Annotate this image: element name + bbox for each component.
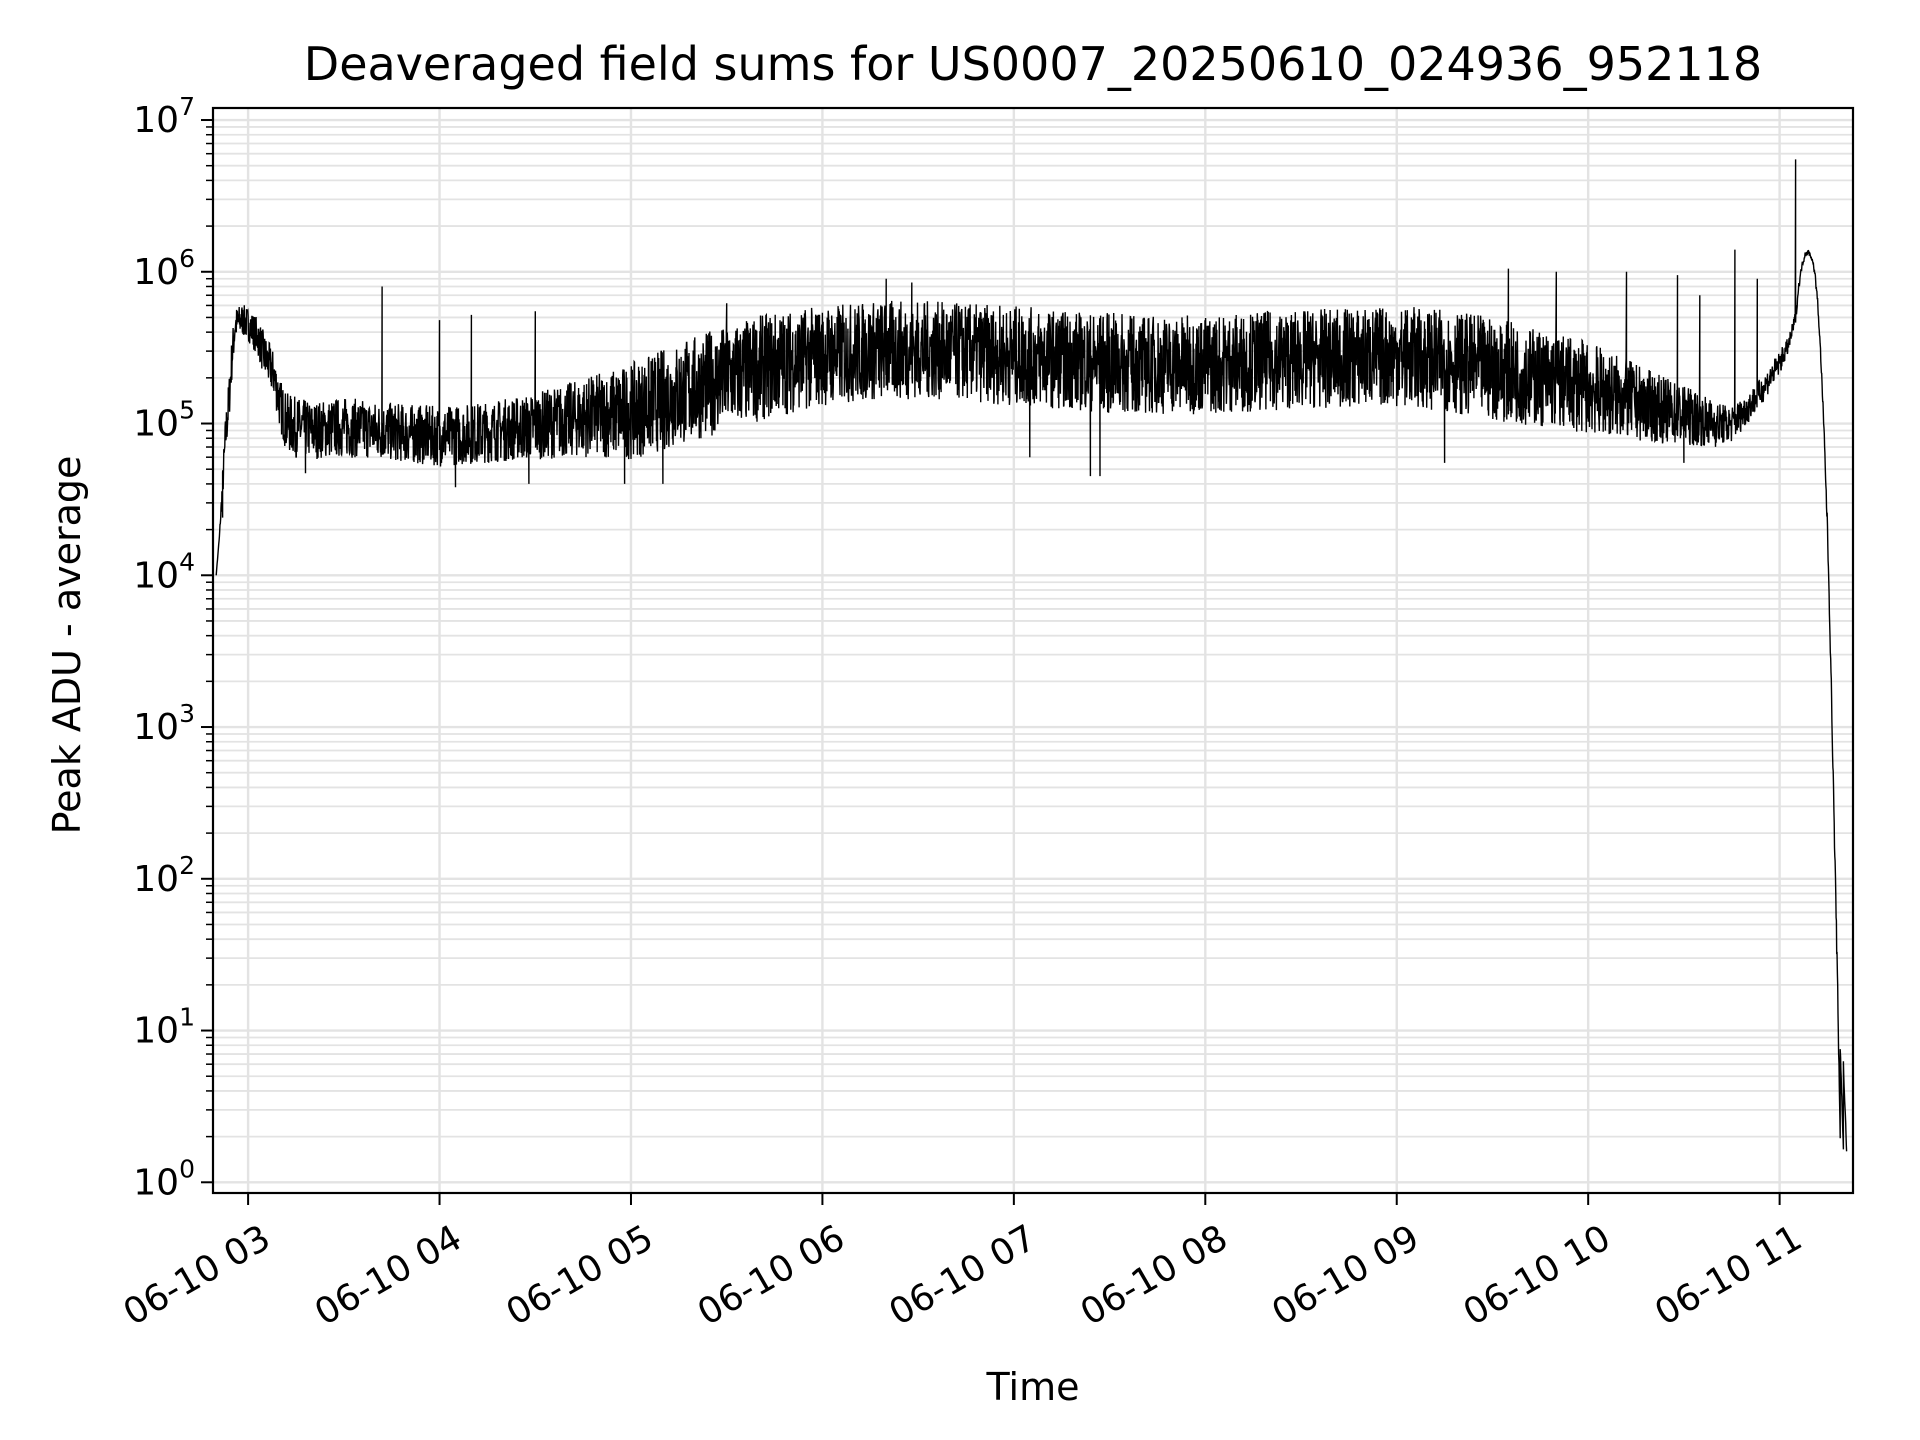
- x-tick-label: 06-10 07: [882, 1217, 1043, 1333]
- x-tick-label: 06-10 10: [1457, 1217, 1618, 1333]
- y-tick-label: 107: [133, 92, 195, 141]
- chart-title: Deaveraged field sums for US0007_2025061…: [304, 37, 1762, 91]
- x-tick-label: 06-10 04: [308, 1217, 469, 1333]
- x-tick-label: 06-10 08: [1074, 1217, 1235, 1333]
- y-tick-label: 102: [133, 851, 195, 900]
- y-tick-label: 104: [133, 547, 195, 596]
- x-tick-label: 06-10 05: [500, 1217, 661, 1333]
- grid-lines: [213, 108, 1853, 1193]
- series-line: [215, 159, 1848, 1152]
- plot-area: [215, 159, 1848, 1152]
- y-tick-label: 103: [133, 699, 195, 748]
- x-axis-label: Time: [986, 1365, 1080, 1409]
- y-tick-label: 106: [133, 244, 195, 293]
- y-tick-label: 100: [133, 1154, 195, 1203]
- x-tick-label: 06-10 09: [1265, 1217, 1426, 1333]
- y-tick-label: 105: [133, 396, 195, 445]
- x-tick-label: 06-10 06: [691, 1217, 852, 1333]
- axes-frame: [211, 106, 1855, 1195]
- y-tick-label: 101: [133, 1003, 195, 1052]
- x-tick-label: 06-10 03: [117, 1217, 278, 1333]
- y-axis-label: Peak ADU - average: [45, 456, 89, 835]
- x-tick-label: 06-10 11: [1648, 1217, 1809, 1333]
